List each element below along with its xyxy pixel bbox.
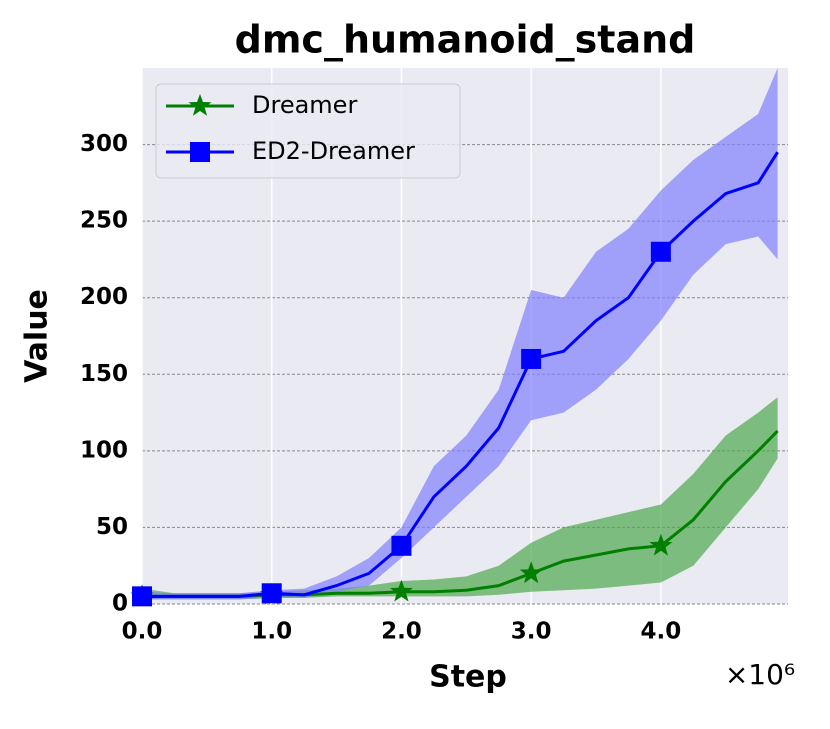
x-tick-label: 3.0 [511, 619, 552, 645]
y-tick-label: 50 [96, 514, 128, 540]
marker [132, 586, 152, 607]
x-multiplier: ×10⁶ [725, 658, 795, 691]
marker [391, 535, 412, 556]
x-tick-label: 1.0 [251, 619, 292, 645]
x-tick-label: 0.0 [122, 619, 163, 645]
x-axis-label: Step [429, 660, 507, 695]
y-tick-label: 300 [80, 131, 128, 157]
marker [649, 533, 673, 556]
marker [188, 93, 212, 116]
confidence-band [142, 397, 778, 600]
y-axis-label: Value [20, 289, 55, 383]
y-tick-label: 250 [80, 208, 128, 234]
x-tick-label: 2.0 [381, 619, 422, 645]
marker [389, 579, 413, 602]
x-tick-label: 4.0 [641, 619, 682, 645]
legend-label: ED2-Dreamer [252, 137, 415, 165]
series-line [142, 151, 779, 598]
y-tick-label: 0 [112, 591, 128, 617]
marker [521, 348, 542, 369]
legend-label: Dreamer [252, 91, 357, 119]
marker [190, 142, 210, 162]
y-tick-label: 200 [80, 284, 128, 310]
marker [519, 561, 543, 584]
marker [261, 583, 282, 604]
y-tick-label: 100 [80, 437, 128, 463]
chart-title: dmc_humanoid_stand [235, 18, 696, 62]
marker [650, 241, 671, 262]
y-tick-label: 150 [80, 361, 128, 387]
confidence-band [142, 68, 778, 600]
